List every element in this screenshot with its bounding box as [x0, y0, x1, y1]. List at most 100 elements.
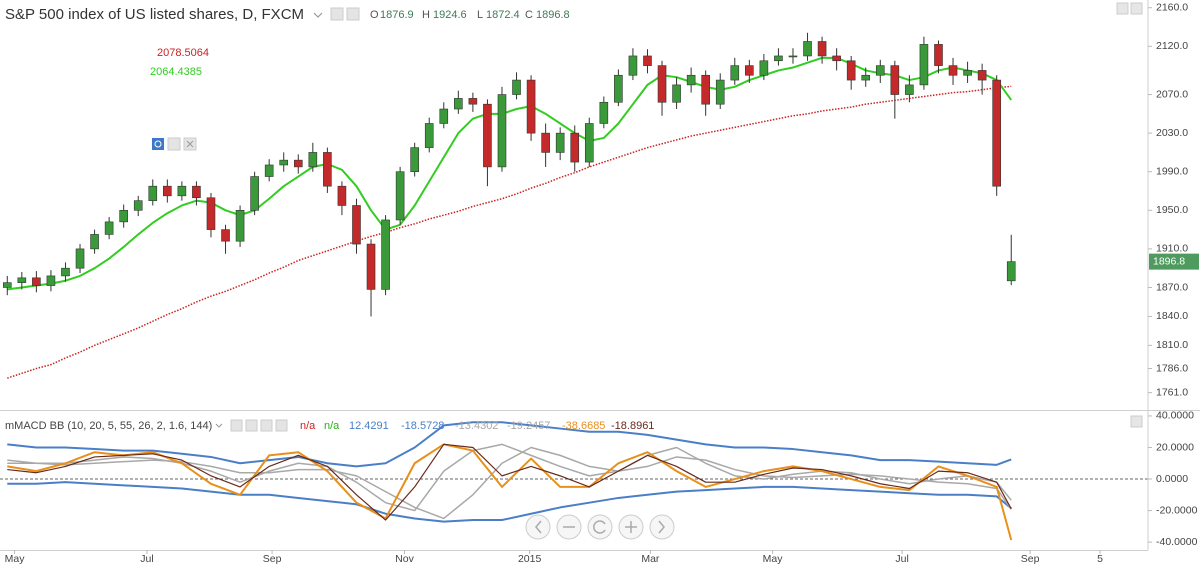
candle-body: [730, 65, 740, 81]
reset-button[interactable]: [587, 514, 613, 540]
candle-body: [133, 200, 143, 211]
y-tick-label: 40.0000: [1156, 410, 1194, 422]
eye-button[interactable]: [330, 7, 344, 21]
candle-body: [745, 65, 754, 76]
icon: [593, 520, 606, 534]
x-tick-label: 5: [1097, 553, 1103, 565]
candle-body: [323, 152, 332, 187]
candle-body: [395, 171, 405, 221]
price-tag-label: 1896.8: [1153, 255, 1185, 267]
candle-body: [293, 159, 303, 168]
title-menu[interactable]: [313, 12, 323, 18]
dropdown-arrow[interactable]: [313, 12, 323, 18]
series-line: [7, 443, 1013, 541]
candle-body: [235, 210, 245, 242]
candle-body: [599, 101, 609, 124]
dropdown-arrow[interactable]: [215, 423, 223, 428]
ohlc-label: C: [525, 9, 533, 21]
candle-body: [177, 185, 187, 197]
x-tick-label: May: [763, 553, 784, 565]
scroll-right-button[interactable]: [649, 514, 675, 540]
eye-button[interactable]: [230, 419, 243, 432]
ohlc-value: 1924.6: [433, 9, 467, 21]
remove-icon: [186, 140, 194, 148]
candle-body: [759, 60, 769, 76]
candle-body: [584, 123, 594, 163]
study-value: -18.5728: [401, 420, 444, 432]
candle-body: [221, 229, 230, 242]
price-tag: [1149, 253, 1199, 270]
candle-body: [90, 234, 99, 250]
candle-body: [192, 185, 201, 199]
candle-body: [163, 185, 172, 197]
candle-body: [308, 152, 318, 168]
candle-body: [206, 197, 216, 230]
candle-body: [846, 60, 856, 81]
x-tick-label: Jul: [140, 553, 153, 565]
candle-body: [992, 79, 1001, 187]
series-line: [7, 56, 1013, 291]
candle-body: [555, 132, 565, 153]
study-eye-button[interactable]: [152, 138, 164, 150]
candle-body: [715, 79, 725, 105]
ohlc-label: O: [370, 9, 379, 21]
icon: [625, 521, 637, 533]
candle-body: [1006, 261, 1016, 282]
settings-button[interactable]: [346, 7, 360, 21]
ma-value: 2064.4385: [150, 66, 202, 78]
candle-body: [686, 74, 696, 86]
ohlc-label: H: [422, 9, 430, 21]
chart-title: S&P 500 index of US listed shares, D, FX…: [5, 6, 304, 23]
candle-body: [468, 98, 478, 105]
candle-body: [919, 44, 929, 86]
eye-icon: [154, 140, 162, 148]
candle-body: [352, 205, 361, 245]
y-tick-label: 2030.0: [1156, 127, 1188, 139]
remove-button[interactable]: [275, 419, 288, 432]
candle-body: [46, 275, 56, 286]
study-value: 12.4291: [349, 420, 389, 432]
y-tick-label: -40.0000: [1156, 536, 1198, 548]
y-tick-label: 20.0000: [1156, 441, 1194, 453]
pane-down-button[interactable]: [1130, 2, 1143, 15]
settings-button[interactable]: [245, 419, 258, 432]
y-tick-label: 1910.0: [1156, 243, 1188, 255]
study-value: -38.6685: [562, 420, 605, 432]
candle-body: [657, 65, 667, 103]
candle-body: [628, 55, 638, 76]
study-value: -18.8961: [611, 420, 654, 432]
series-line: [7, 421, 1012, 468]
candle-body: [337, 185, 347, 206]
candle-body: [977, 70, 987, 81]
study-settings-button[interactable]: [167, 137, 181, 151]
x-tick-label: Sep: [263, 553, 282, 565]
candle-body: [279, 159, 289, 166]
y-tick-label: 0.0000: [1156, 473, 1188, 485]
candle-body: [861, 74, 871, 81]
candle-body: [774, 55, 783, 62]
y-tick-label: -20.0000: [1156, 504, 1198, 516]
candle-body: [948, 65, 958, 76]
candle-body: [410, 147, 419, 173]
candle-body: [381, 219, 390, 290]
candle-body: [541, 132, 550, 153]
nav-buttons: [525, 514, 675, 540]
candle-body: [32, 277, 41, 286]
candle-body: [934, 44, 943, 66]
scroll-left-button[interactable]: [525, 514, 551, 540]
study-status: n/a: [324, 420, 340, 432]
pane-up-button[interactable]: [1116, 2, 1129, 15]
study-value: -13.4302: [455, 420, 498, 432]
x-tick-label: Mar: [641, 553, 660, 565]
pane-up-button[interactable]: [1130, 415, 1143, 428]
candle-body: [512, 79, 521, 95]
candle-body: [497, 94, 507, 168]
candle-body: [454, 98, 463, 110]
ohlc-value: 1896.8: [536, 9, 570, 21]
ohlc-value: 1872.4: [486, 9, 520, 21]
candle-body: [832, 55, 841, 62]
source-button[interactable]: [260, 419, 273, 432]
y-tick-label: 1990.0: [1156, 165, 1188, 177]
